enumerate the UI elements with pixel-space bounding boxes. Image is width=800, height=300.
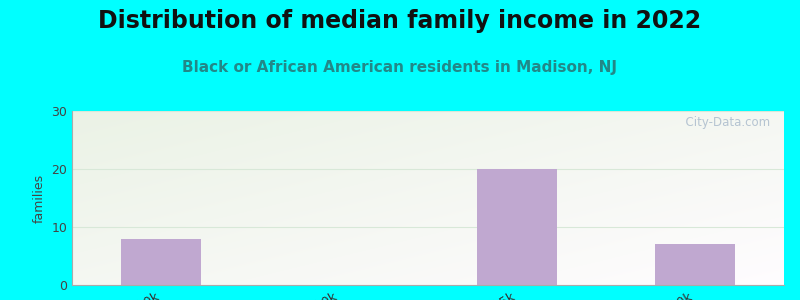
Bar — [477, 169, 557, 285]
Text: Black or African American residents in Madison, NJ: Black or African American residents in M… — [182, 60, 618, 75]
Y-axis label: families: families — [33, 173, 46, 223]
Text: Distribution of median family income in 2022: Distribution of median family income in … — [98, 9, 702, 33]
Bar — [121, 238, 201, 285]
Text: City-Data.com: City-Data.com — [678, 116, 770, 129]
Bar — [655, 244, 735, 285]
